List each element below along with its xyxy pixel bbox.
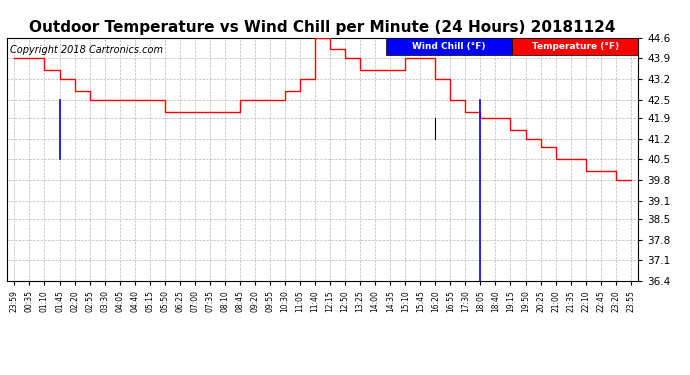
FancyBboxPatch shape [386, 38, 512, 55]
Text: Copyright 2018 Cartronics.com: Copyright 2018 Cartronics.com [10, 45, 163, 55]
Text: Wind Chill (°F): Wind Chill (°F) [412, 42, 486, 51]
Text: Temperature (°F): Temperature (°F) [531, 42, 619, 51]
FancyBboxPatch shape [512, 38, 638, 55]
Title: Outdoor Temperature vs Wind Chill per Minute (24 Hours) 20181124: Outdoor Temperature vs Wind Chill per Mi… [29, 20, 616, 35]
